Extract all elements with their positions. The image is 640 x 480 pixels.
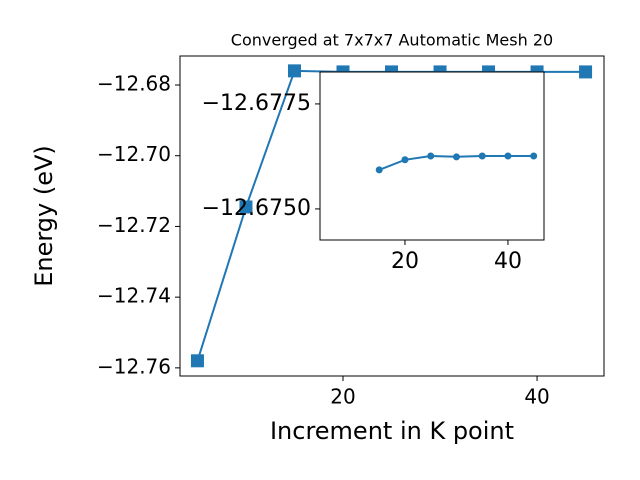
x-tick-label: 40 <box>524 385 549 409</box>
marker <box>504 152 512 160</box>
y-tick-label: −12.72 <box>97 213 171 237</box>
chart-title: Converged at 7x7x7 Automatic Mesh 20 <box>231 31 553 50</box>
x-tick-label: 20 <box>330 385 355 409</box>
marker <box>375 166 383 174</box>
x-axis-label: Increment in K point <box>270 417 514 445</box>
y-tick-label: −12.6750 <box>202 196 311 221</box>
marker <box>190 354 204 368</box>
y-tick-label: −12.70 <box>97 142 171 166</box>
axes-frame <box>319 71 545 241</box>
inset-chart: 20 40 −12.6775 −12.6750 <box>202 71 545 274</box>
y-axis-label: Energy (eV) <box>30 145 58 287</box>
marker <box>478 152 486 160</box>
y-tick-label: −12.74 <box>97 284 171 308</box>
axes-frame <box>179 55 605 377</box>
x-tick-label: 20 <box>391 249 419 274</box>
y-tick-label: −12.6775 <box>202 91 311 116</box>
marker <box>579 65 593 79</box>
y-tick-label: −12.68 <box>97 71 171 95</box>
marker <box>287 64 301 78</box>
marker <box>452 153 460 161</box>
marker <box>427 152 435 160</box>
marker <box>239 200 253 214</box>
marker <box>401 156 409 164</box>
x-tick-label: 40 <box>494 249 522 274</box>
marker <box>530 152 538 160</box>
y-tick-label: −12.76 <box>97 354 171 378</box>
